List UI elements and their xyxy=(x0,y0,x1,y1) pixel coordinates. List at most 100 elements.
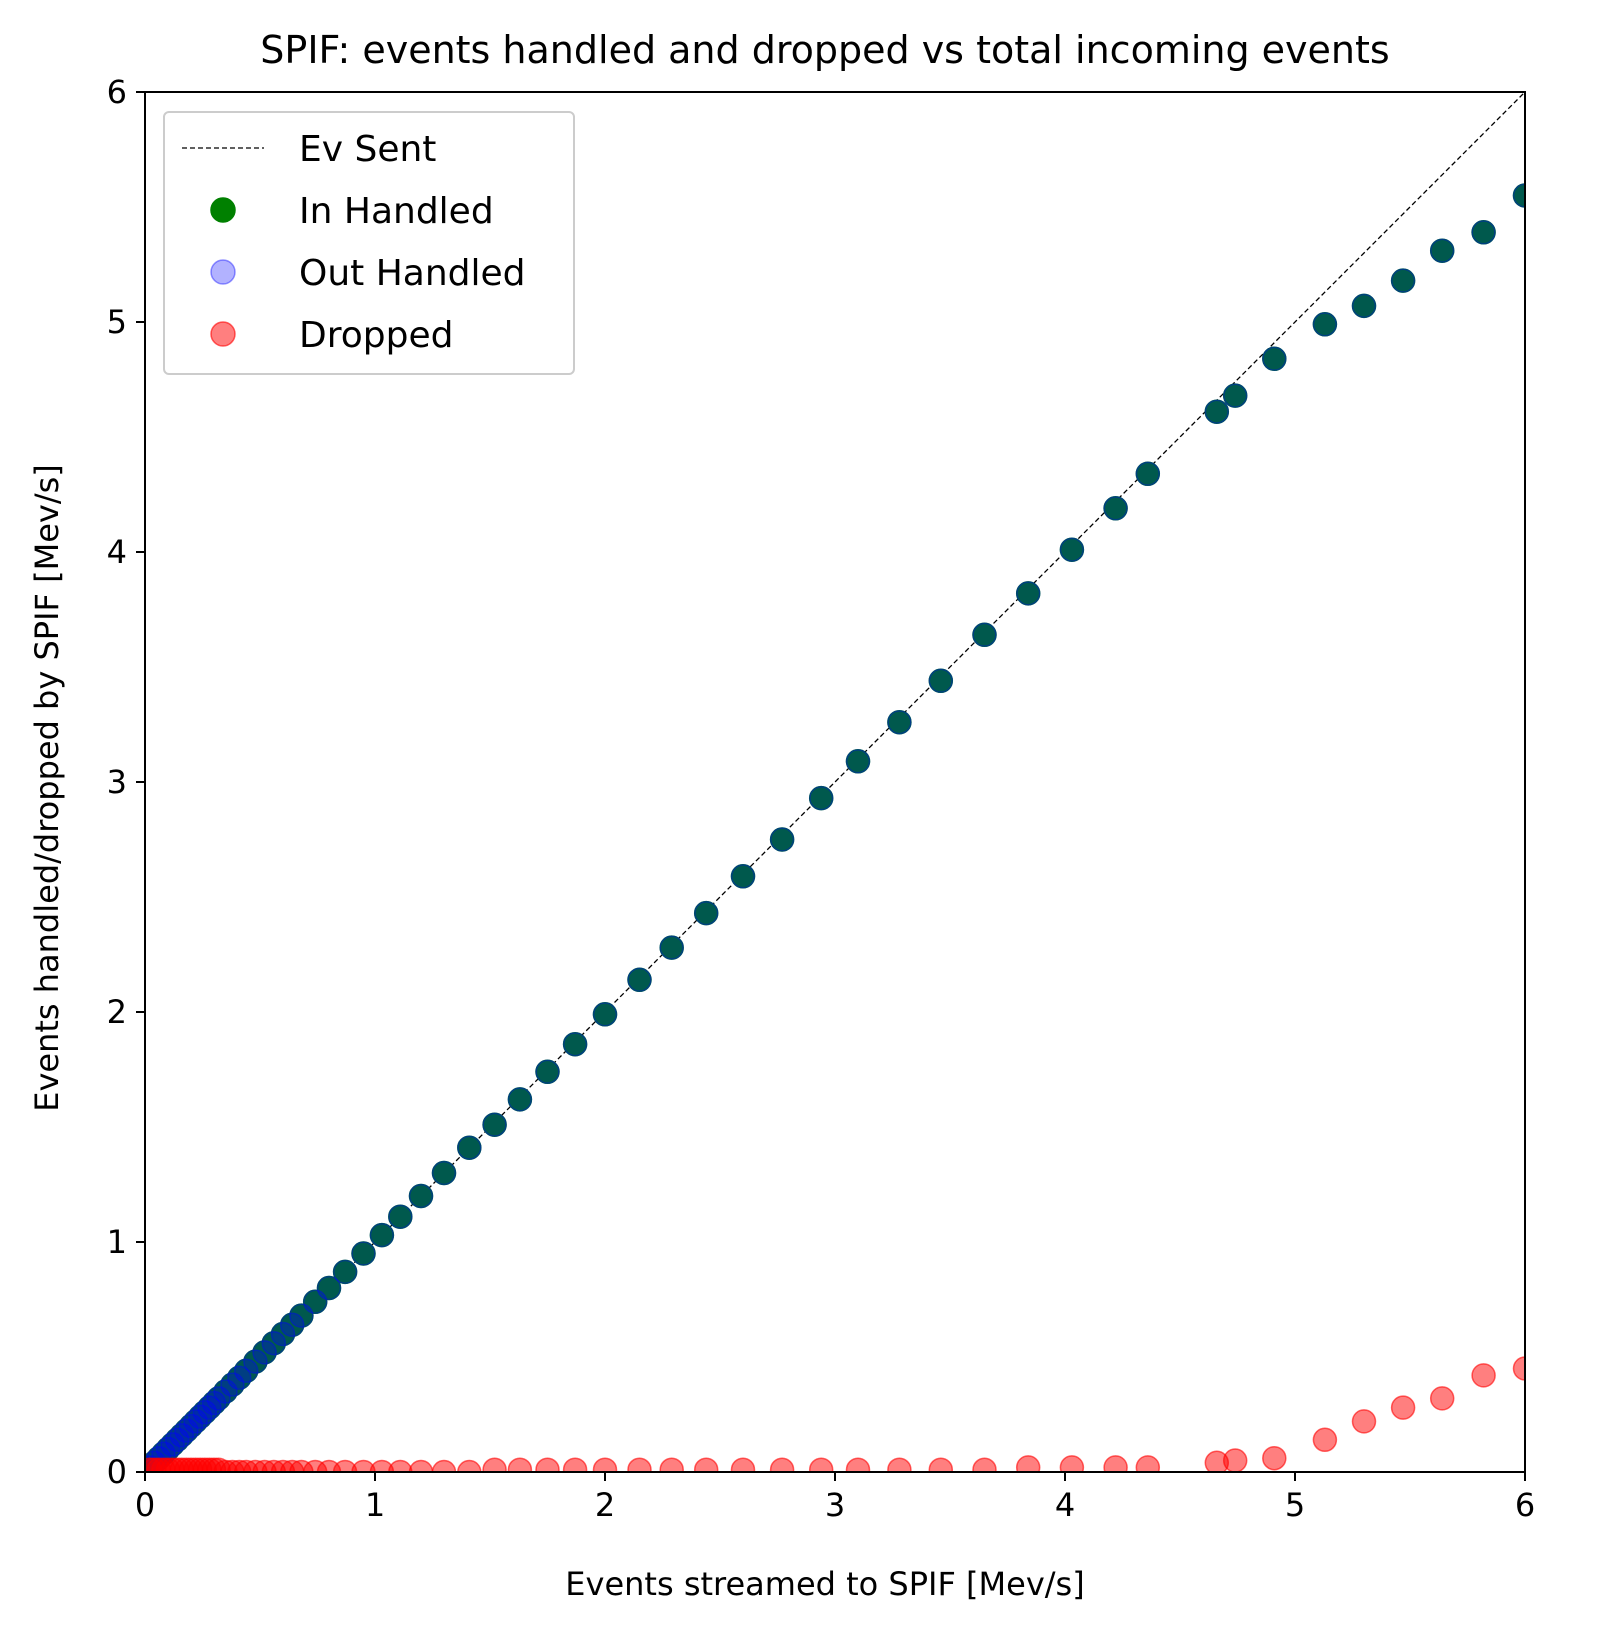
data-point-dropped xyxy=(659,1457,684,1472)
data-point-dropped xyxy=(1351,1409,1377,1434)
data-point-in-handled xyxy=(369,1222,395,1248)
data-point-out-handled xyxy=(369,1222,395,1248)
data-point-out-handled xyxy=(845,749,871,774)
data-point-out-handled xyxy=(808,785,834,811)
data-point-in-handled xyxy=(592,1002,618,1027)
data-point-in-handled xyxy=(351,1241,376,1266)
data-point-dropped xyxy=(1103,1455,1128,1472)
data-point-dropped xyxy=(457,1459,482,1472)
data-point-in-handled xyxy=(535,1059,560,1085)
data-point-out-handled xyxy=(730,864,756,889)
data-point-in-handled xyxy=(730,864,756,889)
data-point-out-handled xyxy=(220,1372,245,1397)
data-point-out-handled xyxy=(1471,220,1496,245)
data-point-out-handled xyxy=(482,1112,507,1137)
y-axis-label: Events handled/dropped by SPIF [Mev/s] xyxy=(28,464,66,1112)
data-point-out-handled xyxy=(408,1183,434,1209)
data-point-dropped xyxy=(1312,1427,1338,1453)
series-dropped xyxy=(145,1356,1525,1472)
data-point-dropped xyxy=(1429,1386,1455,1411)
data-point-out-handled xyxy=(261,1330,287,1356)
data-point-dropped xyxy=(1015,1455,1041,1472)
data-point-out-handled xyxy=(252,1340,277,1365)
data-point-out-handled xyxy=(928,668,954,694)
y-tick-label: 4 xyxy=(107,533,127,571)
data-point-in-handled xyxy=(1103,496,1128,521)
data-point-dropped xyxy=(332,1459,358,1472)
data-point-dropped xyxy=(1512,1356,1525,1381)
data-point-out-handled xyxy=(507,1087,533,1112)
data-point-in-handled xyxy=(1262,346,1287,372)
series-line-ev-sent xyxy=(145,92,1525,1472)
data-point-dropped xyxy=(562,1457,588,1472)
plot-area: 0 1 2 3 4 5 6 0 1 2 3 4 5 6 Ev Sent In Handled Out Handl… xyxy=(107,73,1536,1524)
data-point-out-handled xyxy=(1429,238,1455,263)
data-point-dropped xyxy=(845,1457,871,1472)
data-point-out-handled xyxy=(457,1135,482,1160)
data-point-out-handled xyxy=(659,935,684,960)
data-point-in-handled xyxy=(627,967,652,993)
data-point-out-handled xyxy=(972,622,997,648)
data-point-dropped xyxy=(1222,1448,1248,1472)
data-point-in-handled xyxy=(482,1112,507,1137)
data-point-in-handled xyxy=(1015,581,1041,606)
data-point-out-handled xyxy=(1204,399,1230,424)
data-point-out-handled xyxy=(388,1204,413,1229)
data-point-in-handled xyxy=(562,1031,588,1057)
data-point-dropped xyxy=(535,1457,560,1472)
data-point-out-handled xyxy=(201,1390,227,1416)
x-tick-label: 1 xyxy=(365,1486,385,1524)
data-point-out-handled xyxy=(1015,581,1041,606)
data-point-in-handled xyxy=(845,749,871,774)
data-point-out-handled xyxy=(316,1275,342,1301)
y-tick-label: 1 xyxy=(107,1223,127,1261)
data-point-out-handled xyxy=(289,1303,314,1328)
data-point-out-handled xyxy=(279,1312,305,1338)
data-point-dropped xyxy=(1390,1395,1416,1420)
data-point-out-handled xyxy=(769,827,795,852)
data-point-dropped xyxy=(1471,1363,1496,1388)
data-point-out-handled xyxy=(174,1418,199,1443)
data-point-out-handled xyxy=(213,1379,238,1404)
legend-label-out-handled: Out Handled xyxy=(299,253,526,294)
data-point-out-handled xyxy=(1135,461,1161,487)
data-point-out-handled xyxy=(1059,537,1085,562)
legend-marker-out-handled xyxy=(210,259,236,285)
data-point-out-handled xyxy=(1390,268,1416,293)
legend-label-in-handled: In Handled xyxy=(299,191,494,232)
data-point-out-handled xyxy=(197,1395,222,1420)
x-tick-label: 3 xyxy=(825,1486,845,1524)
data-point-out-handled xyxy=(887,709,912,735)
data-point-out-handled xyxy=(693,900,719,926)
data-point-in-handled xyxy=(1429,238,1455,263)
data-point-in-handled xyxy=(431,1160,457,1186)
legend-label-dropped: Dropped xyxy=(299,315,453,356)
data-point-out-handled xyxy=(160,1432,185,1457)
data-point-dropped xyxy=(592,1457,618,1472)
x-tick-label: 4 xyxy=(1055,1486,1075,1524)
data-point-dropped xyxy=(808,1457,834,1472)
data-point-dropped xyxy=(507,1457,533,1472)
x-tick-label: 2 xyxy=(595,1486,615,1524)
data-point-dropped xyxy=(769,1457,795,1472)
legend-label-ev-sent: Ev Sent xyxy=(299,129,436,170)
x-axis-label: Events streamed to SPIF [Mev/s] xyxy=(565,1565,1084,1603)
data-point-in-handled xyxy=(1471,220,1496,245)
data-point-in-handled xyxy=(769,827,795,852)
data-point-dropped xyxy=(482,1457,507,1472)
data-point-dropped xyxy=(388,1459,413,1472)
y-tick-label: 6 xyxy=(107,73,127,111)
x-tick-label: 0 xyxy=(135,1486,155,1524)
data-point-in-handled xyxy=(1059,537,1085,562)
data-point-dropped xyxy=(1135,1455,1161,1472)
data-point-out-handled xyxy=(332,1259,358,1285)
y-tick-label: 3 xyxy=(107,763,127,801)
data-point-out-handled xyxy=(1351,293,1377,319)
legend-marker-in-handled xyxy=(210,197,236,223)
data-point-in-handled xyxy=(316,1275,342,1301)
x-tick-label: 5 xyxy=(1285,1486,1305,1524)
data-point-in-handled xyxy=(408,1183,434,1209)
data-point-dropped xyxy=(369,1459,395,1472)
